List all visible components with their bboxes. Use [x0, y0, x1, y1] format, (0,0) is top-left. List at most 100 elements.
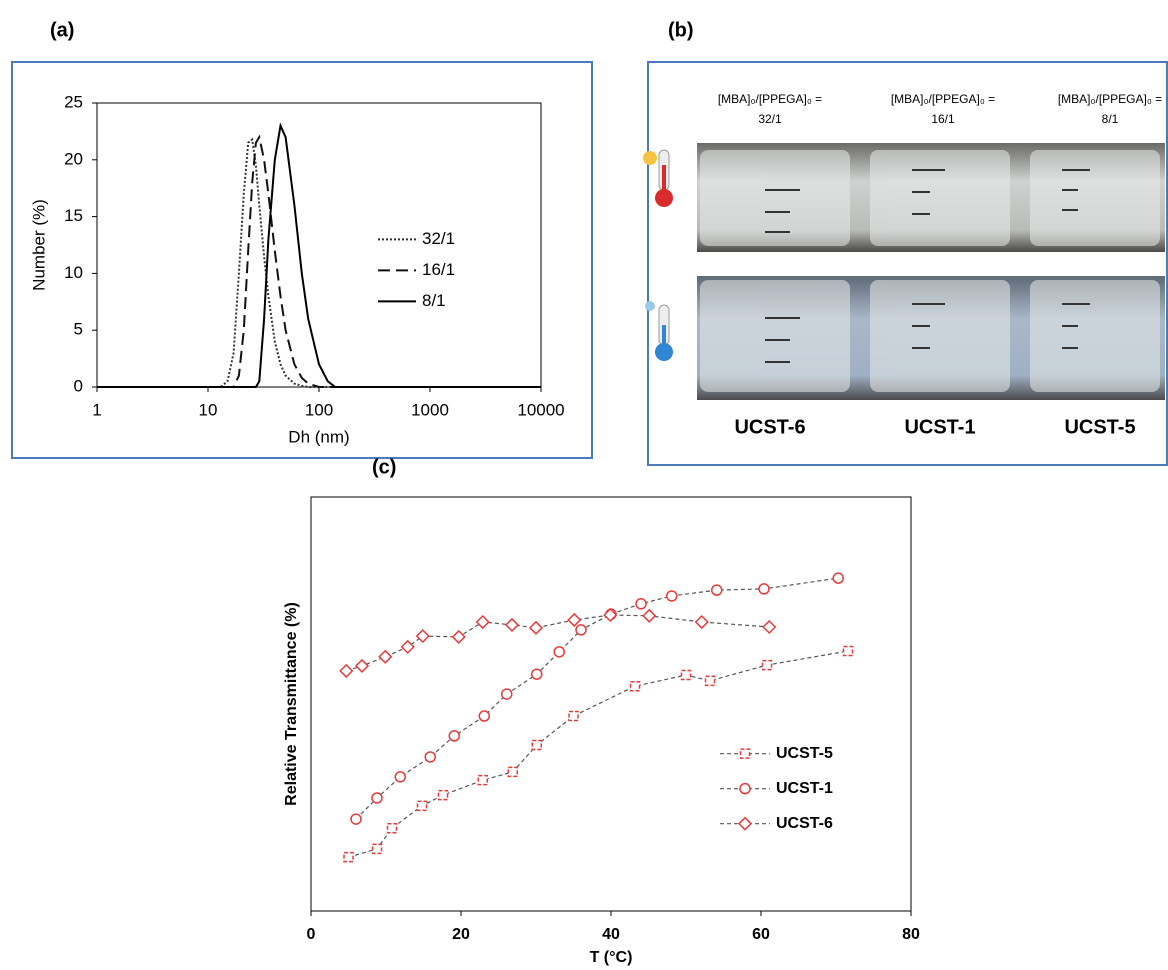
vial-marks	[765, 169, 1090, 363]
legend-label: UCST-6	[776, 815, 833, 832]
marker	[635, 598, 647, 610]
x-tick-label: 60	[752, 926, 770, 943]
sample-label: UCST-1	[904, 416, 975, 438]
marker	[343, 851, 354, 863]
series-line	[355, 577, 839, 820]
marker	[704, 675, 716, 687]
x-axis-label: T (°C)	[590, 949, 633, 966]
marker	[504, 617, 520, 632]
marker	[762, 619, 777, 635]
sample-label: UCST-5	[1064, 416, 1135, 438]
panel-b-frame	[647, 61, 1168, 466]
marker	[501, 688, 513, 700]
marker	[832, 572, 844, 584]
marker	[354, 658, 370, 673]
series-line	[97, 137, 541, 388]
series-line	[348, 650, 849, 858]
marker	[386, 822, 398, 834]
marker	[394, 771, 406, 783]
marker	[451, 629, 466, 644]
marker	[842, 645, 854, 657]
marker	[424, 751, 436, 763]
caption-ratio: 8/1	[1102, 112, 1119, 126]
marker	[680, 669, 692, 681]
x-tick-label: 80	[902, 926, 920, 943]
x-tick-label: 100	[305, 400, 333, 419]
x-tick-label: 10	[199, 400, 218, 419]
marker	[437, 789, 449, 801]
marker	[711, 584, 723, 596]
x-tick-label: 0	[307, 926, 316, 943]
marker	[477, 774, 488, 786]
x-tick-label: 20	[452, 926, 470, 943]
marker	[575, 624, 587, 636]
marker	[666, 590, 678, 602]
marker	[642, 608, 657, 623]
plot-frame	[310, 496, 912, 912]
y-axis-label: Number (%)	[29, 199, 48, 291]
series-line	[97, 134, 541, 388]
marker	[371, 843, 383, 855]
legend-label: UCST-5	[776, 745, 833, 762]
marker	[528, 620, 544, 635]
x-tick-label: 1	[92, 400, 101, 419]
marker	[475, 614, 490, 630]
y-tick-label: 5	[74, 320, 83, 339]
marker	[507, 766, 518, 778]
caption-ratio: 16/1	[931, 112, 955, 126]
series-line	[97, 122, 541, 388]
panel-a-frame	[11, 61, 593, 459]
marker	[531, 668, 543, 680]
panel-label: (c)	[372, 456, 396, 478]
x-tick-label: 40	[602, 926, 620, 943]
y-tick-label: 20	[64, 149, 83, 168]
marker	[761, 659, 773, 671]
y-tick-label: 15	[64, 206, 83, 225]
marker	[629, 680, 641, 692]
marker	[739, 782, 751, 795]
marker	[400, 639, 415, 654]
legend-label: 8/1	[422, 291, 446, 310]
marker	[567, 612, 582, 628]
vials	[700, 150, 1160, 392]
marker	[371, 792, 383, 804]
legend-label: 32/1	[422, 229, 455, 248]
marker	[415, 629, 430, 644]
marker	[737, 816, 753, 831]
caption-ratio: 32/1	[758, 112, 782, 126]
caption: [MBA]₀/[PPEGA]₀ =	[718, 92, 822, 106]
x-axis-label: Dh (nm)	[288, 427, 349, 446]
caption: [MBA]₀/[PPEGA]₀ =	[1058, 92, 1162, 106]
marker	[603, 607, 618, 623]
plot-frame	[96, 102, 542, 388]
legend-label: 16/1	[422, 260, 455, 279]
caption: [MBA]₀/[PPEGA]₀ =	[891, 92, 995, 106]
x-tick-label: 1000	[411, 400, 449, 419]
marker	[758, 583, 770, 595]
photo-panel: [MBA]₀/[PPEGA]₀ = 32/1 [MBA]₀/[PPEGA]₀ =…	[643, 92, 1165, 438]
marker	[339, 663, 354, 678]
panel-label: (b)	[668, 19, 694, 41]
y-tick-label: 0	[74, 376, 83, 395]
marker	[553, 646, 565, 658]
marker	[694, 614, 709, 630]
thermometer-hot	[643, 149, 673, 207]
thermometer-cold	[645, 301, 673, 361]
marker	[568, 710, 579, 722]
marker	[739, 748, 751, 759]
marker	[350, 813, 362, 825]
x-tick-label: 10000	[517, 400, 564, 419]
sample-label: UCST-6	[734, 416, 805, 438]
y-axis-label: Relative Transmittance (%)	[283, 602, 300, 806]
marker	[378, 649, 393, 664]
marker	[531, 739, 542, 751]
y-tick-label: 10	[64, 263, 83, 282]
panel-label: (a)	[50, 19, 74, 41]
marker	[416, 800, 428, 812]
y-tick-label: 25	[64, 92, 83, 111]
marker	[478, 710, 490, 722]
legend-label: UCST-1	[776, 780, 833, 797]
marker	[448, 730, 460, 742]
